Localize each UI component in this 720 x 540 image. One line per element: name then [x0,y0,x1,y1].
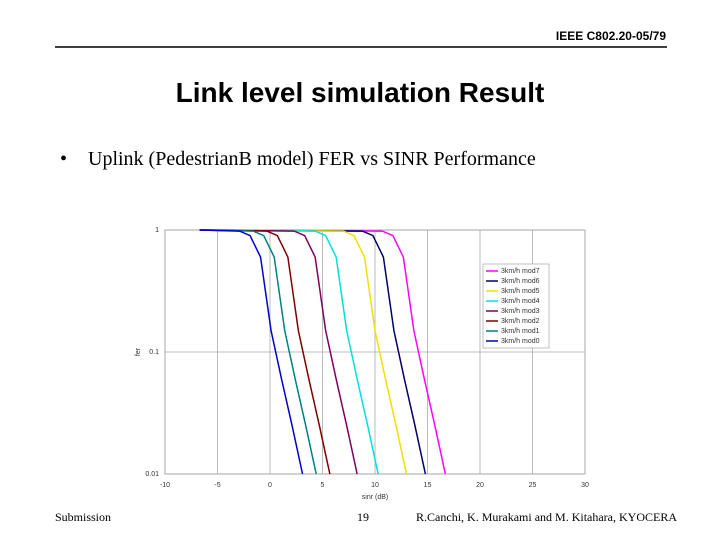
y-tick-label: 0.01 [145,471,159,478]
series-line [199,229,317,475]
x-tick-label: 10 [371,482,379,489]
x-tick-label: 30 [581,482,589,489]
page-number: 19 [357,510,369,524]
x-tick-label: 25 [529,482,537,489]
y-axis-label: fer [135,347,142,356]
x-tick-label: 5 [321,482,325,489]
slide-title: Link level simulation Result [176,77,545,108]
footer-right: R.Canchi, K. Murakami and M. Kitahara, K… [416,510,677,524]
x-tick-label: 15 [424,482,432,489]
legend-label: 3km/h mod7 [501,268,540,275]
bullet-text: Uplink (PedestrianB model) FER vs SINR P… [88,148,536,170]
legend-label: 3km/h mod3 [501,308,540,315]
series-line [199,229,447,475]
legend-label: 3km/h mod6 [501,278,540,285]
x-tick-label: 20 [476,482,484,489]
series-line [199,229,304,475]
doc-id: IEEE C802.20-05/79 [556,29,666,43]
series-line [199,229,358,475]
x-tick-label: 0 [268,482,272,489]
x-tick-label: -10 [160,482,170,489]
x-axis-label: sinr (dB) [362,494,388,501]
bullet-dot: • [60,148,67,170]
series-line [199,229,408,475]
footer-left: Submission [55,510,111,524]
legend-label: 3km/h mod4 [501,298,540,305]
y-tick-label: 0.1 [149,349,159,356]
legend-label: 3km/h mod1 [501,328,540,335]
legend-box [482,263,550,349]
series-line [199,229,427,475]
legend-label: 3km/h mod2 [501,318,540,325]
x-tick-label: -5 [214,482,220,489]
series-line [199,229,379,475]
legend-label: 3km/h mod5 [501,288,540,295]
legend-label: 3km/h mod0 [501,338,540,345]
y-tick-label: 1 [155,227,159,234]
series-line [199,229,331,475]
